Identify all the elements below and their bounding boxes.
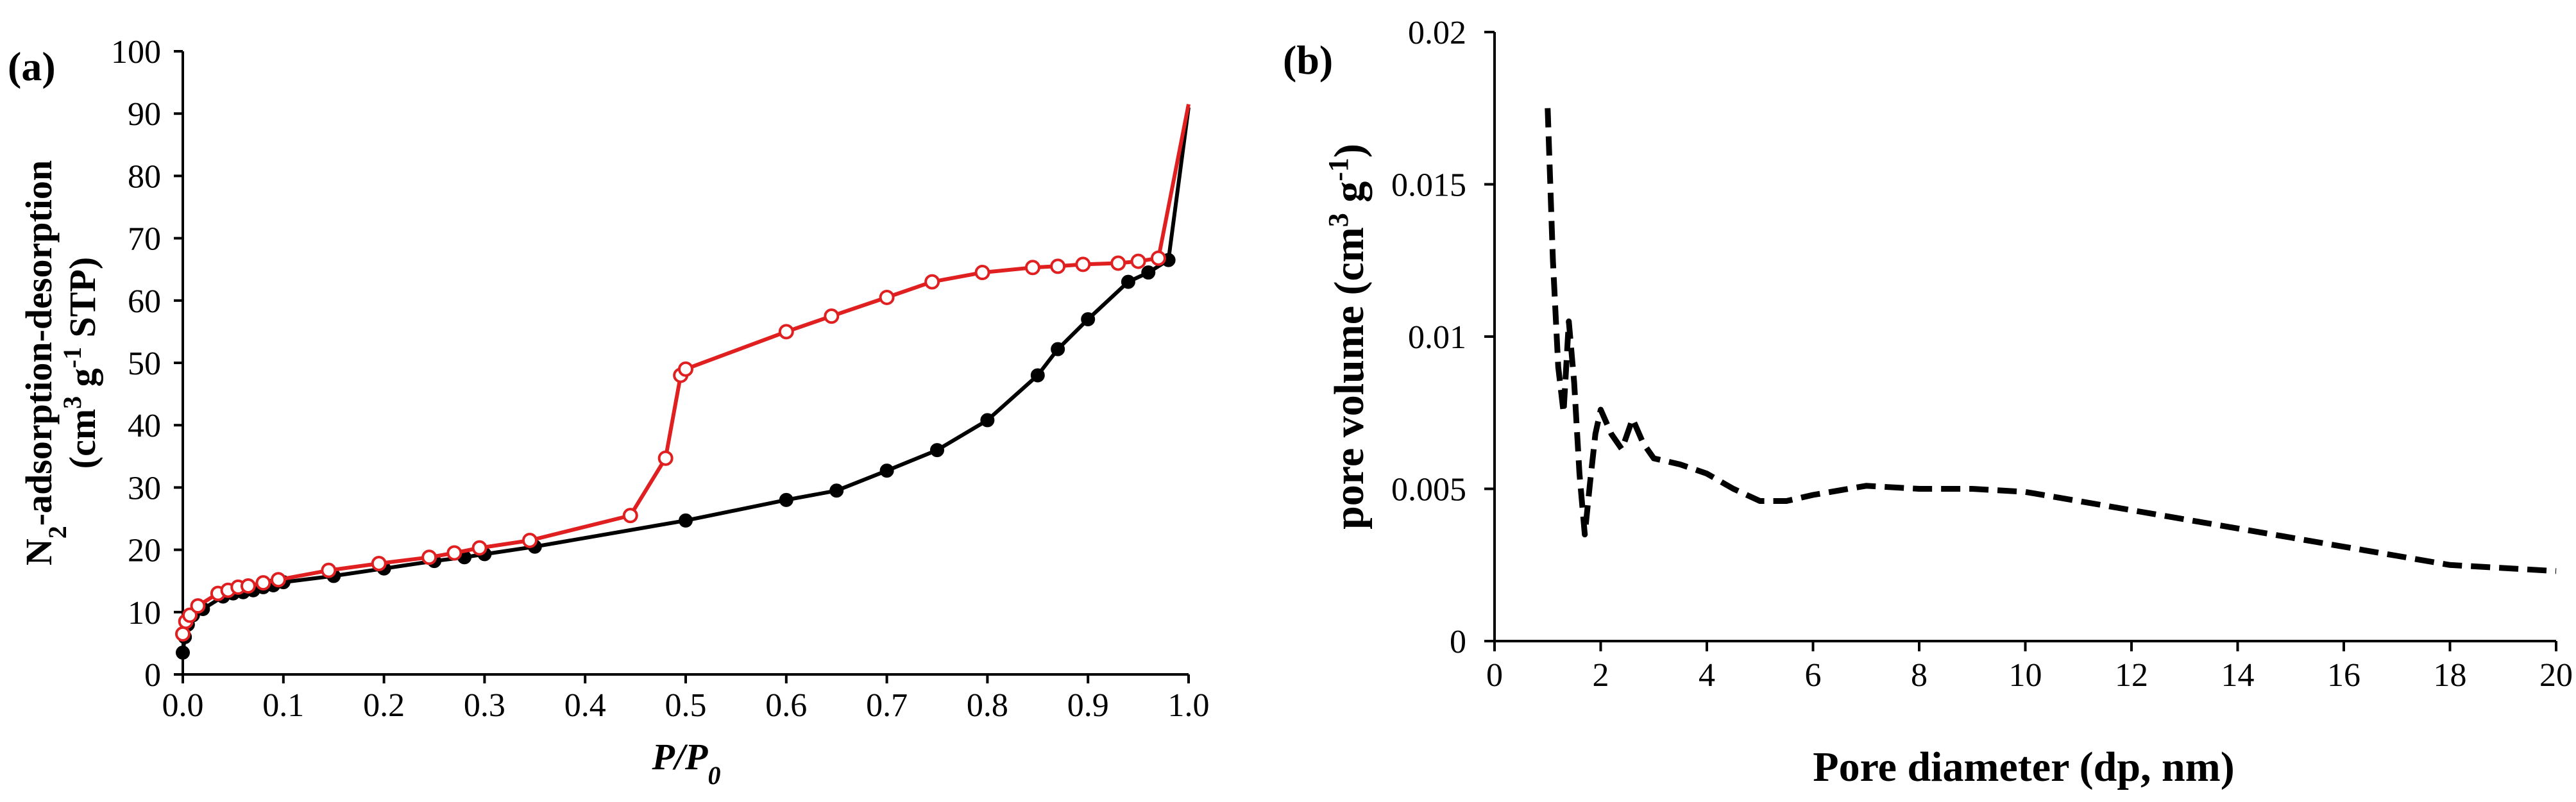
data-point-desorption — [778, 324, 794, 340]
chart-b-y-axis-label: pore volume (cm3 g-1) — [1323, 144, 1373, 530]
data-point-desorption — [240, 578, 256, 594]
y-tick-label: 40 — [128, 408, 161, 444]
x-tick-label: 14 — [2221, 657, 2255, 694]
data-point-desorption — [175, 626, 191, 642]
y-tick-label: 0 — [144, 657, 161, 694]
x-tick-label: 2 — [1593, 657, 1609, 694]
data-point-desorption — [657, 450, 674, 466]
x-tick-label: 6 — [1805, 657, 1822, 694]
data-point-desorption — [182, 607, 198, 623]
x-tick-label: 0.5 — [665, 687, 707, 724]
y-tick-label: 0.02 — [1408, 15, 1466, 51]
data-point-desorption — [1050, 258, 1066, 274]
x-tick-label: 4 — [1699, 657, 1715, 694]
data-point-adsorption — [779, 492, 793, 507]
x-tick-label: 1.0 — [1168, 687, 1210, 724]
panel-label-a: (a) — [8, 44, 56, 89]
x-tick-label: 16 — [2327, 657, 2360, 694]
data-point-adsorption — [1121, 274, 1135, 289]
data-point-desorption — [321, 562, 337, 578]
chart-a-x-ticks: 0.0 0.1 0.2 0.3 0.4 0.5 0.6 0.7 0.8 0.9 1.0 — [162, 674, 1210, 724]
data-point-desorption — [1075, 256, 1091, 272]
y-tick-label: 10 — [128, 595, 161, 631]
chart-a-y-axis-label: N2-adsorption-desorption (cm3 g-1 STP) — [18, 160, 103, 565]
chart-b-series — [1545, 108, 2557, 574]
y-tick-label: 90 — [128, 96, 161, 133]
x-tick-label: 0.9 — [1067, 687, 1109, 724]
data-point-desorption — [471, 540, 487, 556]
data-point-desorption — [1150, 250, 1166, 266]
chart-b-pore-size-distribution: (b) 0 0.005 0.01 0.015 0.02 0 2 4 6 8 10 12 14 16 18 2… — [1283, 15, 2573, 790]
y-tick-label: 60 — [128, 283, 161, 320]
data-point-desorption — [924, 274, 940, 290]
data-point-adsorption — [1051, 342, 1065, 356]
chart-a-y-ticks: 0 10 20 30 40 50 60 70 80 90 100 — [111, 34, 183, 694]
series-line-pore-size-distribution — [1545, 108, 2557, 574]
y-tick-label: 0.005 — [1391, 472, 1466, 508]
x-tick-label: 0.7 — [866, 687, 908, 724]
x-tick-label: 0.2 — [363, 687, 405, 724]
data-point-adsorption — [829, 483, 844, 498]
chart-b-x-ticks: 0 2 4 6 8 10 12 14 16 18 20 — [1486, 641, 2573, 694]
y-tick-label: 100 — [111, 34, 161, 71]
data-point-adsorption — [930, 443, 944, 458]
data-point-adsorption — [980, 413, 995, 428]
data-point-adsorption — [679, 513, 693, 528]
x-tick-label: 0 — [1486, 657, 1503, 694]
y-tick-label: 20 — [128, 533, 161, 569]
data-point-desorption — [1110, 255, 1126, 271]
data-point-desorption — [824, 308, 840, 324]
y-tick-label: 70 — [128, 221, 161, 258]
data-point-adsorption — [1030, 368, 1045, 383]
x-tick-label: 0.3 — [464, 687, 505, 724]
data-point-desorption — [190, 598, 206, 614]
chart-b-y-ticks: 0 0.005 0.01 0.015 0.02 — [1391, 15, 1495, 660]
chart-a-series — [175, 104, 1191, 660]
x-axis-label-a: P/P0 — [652, 736, 721, 790]
data-point-desorption — [678, 361, 693, 377]
x-tick-label: 12 — [2115, 657, 2148, 694]
y-label-a-line1: N2-adsorption-desorption — [18, 160, 72, 565]
data-point-desorption — [521, 533, 538, 549]
data-point-desorption — [255, 575, 271, 591]
data-point-adsorption — [879, 464, 894, 478]
x-tick-label: 18 — [2434, 657, 2467, 694]
x-tick-label: 20 — [2539, 657, 2573, 694]
data-point-desorption — [1130, 253, 1146, 269]
data-point-desorption — [879, 289, 895, 305]
chart-b-axes — [1493, 32, 2556, 642]
y-label-b: pore volume (cm3 g-1) — [1323, 144, 1373, 530]
data-point-desorption — [371, 555, 387, 571]
y-tick-label: 30 — [128, 470, 161, 506]
x-tick-label: 0.0 — [162, 687, 204, 724]
x-tick-label: 0.4 — [564, 687, 606, 724]
y-tick-label: 80 — [128, 158, 161, 195]
y-tick-label: 0.015 — [1391, 167, 1466, 204]
x-tick-label: 8 — [1911, 657, 1928, 694]
data-point-desorption — [1024, 260, 1040, 276]
data-point-adsorption — [1081, 312, 1096, 326]
data-point-adsorption — [1141, 265, 1156, 280]
x-tick-label: 0.1 — [262, 687, 304, 724]
data-point-desorption — [446, 545, 462, 561]
y-tick-label: 50 — [128, 346, 161, 382]
panel-label-b: (b) — [1283, 37, 1333, 83]
y-tick-label: 0 — [1450, 624, 1466, 660]
x-tick-label: 0.6 — [765, 687, 807, 724]
data-point-desorption — [622, 508, 638, 524]
x-axis-label-b: Pore diameter (dp, nm) — [1813, 744, 2234, 790]
y-label-a-line2: (cm3 g-1 STP) — [58, 257, 104, 469]
data-point-desorption — [270, 572, 286, 588]
y-tick-label: 0.01 — [1408, 319, 1466, 356]
data-point-desorption — [421, 549, 437, 565]
x-tick-label: 0.8 — [967, 687, 1008, 724]
data-point-desorption — [974, 265, 990, 281]
data-point-adsorption — [176, 645, 190, 660]
x-tick-label: 10 — [2009, 657, 2042, 694]
